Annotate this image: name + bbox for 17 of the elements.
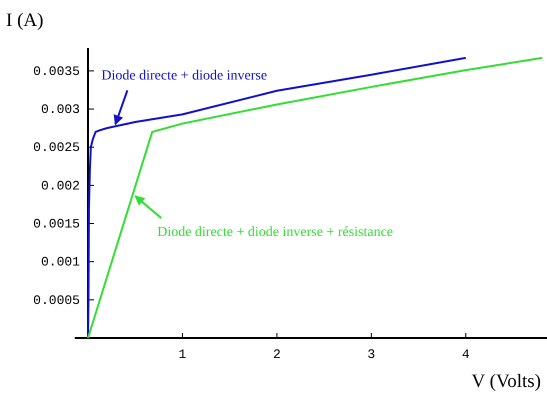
x-axis-title: V (Volts) bbox=[471, 371, 541, 392]
y-tick-label: 0.003 bbox=[40, 102, 80, 118]
x-tick-label: 2 bbox=[272, 347, 281, 362]
y-axis-title: I (A) bbox=[6, 10, 44, 31]
x-tick-label: 3 bbox=[367, 347, 376, 362]
y-tick-label: 0.001 bbox=[40, 254, 80, 270]
y-tick-label: 0.0025 bbox=[33, 140, 80, 156]
y-tick-label: 0.0015 bbox=[33, 216, 80, 232]
y-tick-label: 0.0035 bbox=[33, 64, 80, 79]
x-tick-label: 1 bbox=[178, 347, 187, 362]
y-tick-label: 0.002 bbox=[40, 178, 80, 194]
y-tick-label: 0.0005 bbox=[33, 292, 80, 308]
annotation: Diode directe + diode inverse bbox=[101, 68, 268, 84]
line-series bbox=[86, 56, 467, 339]
x-tick-label: 4 bbox=[462, 347, 470, 362]
line-series bbox=[86, 56, 544, 339]
annotation: Diode directe + diode inverse + résistance bbox=[157, 225, 394, 240]
